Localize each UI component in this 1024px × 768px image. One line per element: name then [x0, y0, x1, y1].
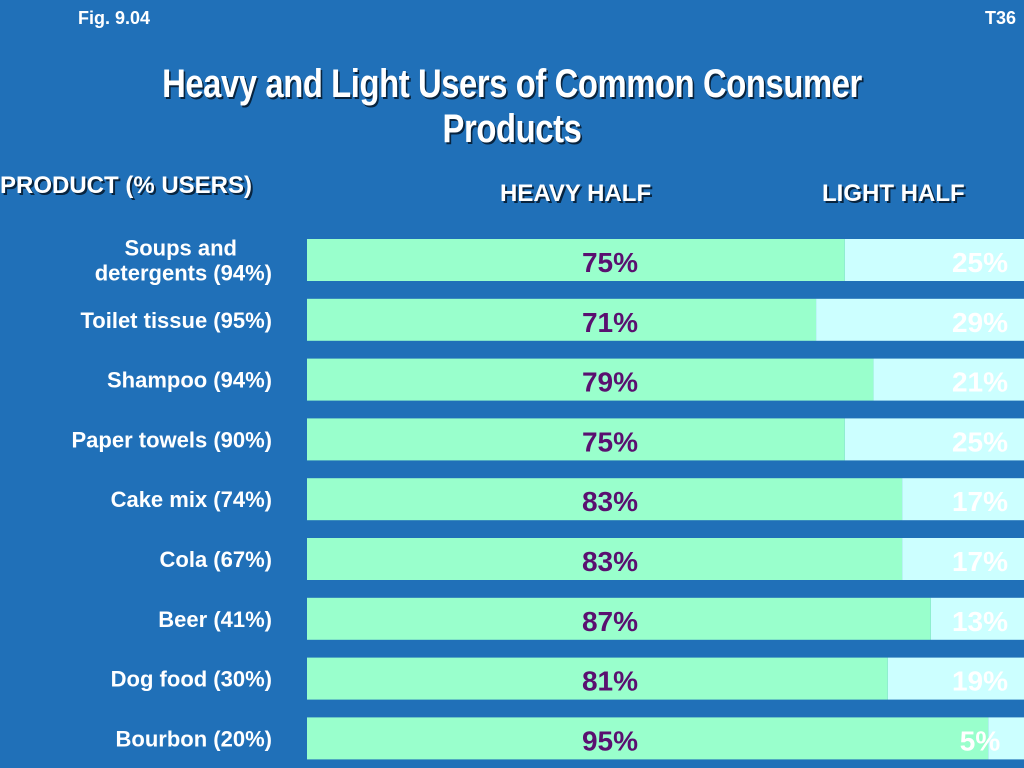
heavy-value-label: 83% [582, 546, 638, 577]
heavy-value-label: 79% [582, 367, 638, 398]
category-label: Toilet tissue (95%) [80, 308, 272, 333]
light-value-label: 17% [952, 546, 1008, 577]
heavy-value-label: 75% [582, 426, 638, 457]
light-value-label: 17% [952, 486, 1008, 517]
light-value-label: 29% [952, 307, 1008, 338]
light-half-bar [887, 657, 1024, 700]
heavy-half-header: HEAVY HALF [500, 180, 652, 207]
heavy-half-bar [307, 478, 903, 521]
category-label: Bourbon (20%) [116, 726, 272, 751]
product-column-header: PRODUCT (% USERS) [0, 172, 253, 199]
heavy-value-label: 87% [582, 606, 638, 637]
category-label: Shampoo (94%) [107, 368, 272, 393]
heavy-half-bar [307, 657, 888, 700]
category-label: Soups and detergents (94%) [95, 236, 272, 286]
light-value-label: 13% [952, 606, 1008, 637]
heavy-value-label: 81% [582, 666, 638, 697]
heavy-half-bar [307, 239, 845, 281]
chart-title: Heavy and Light Users of Common Consumer… [162, 62, 862, 151]
light-value-label: 19% [952, 666, 1008, 697]
light-value-label: 21% [952, 367, 1008, 398]
category-label: Beer (41%) [158, 607, 272, 632]
heavy-half-bar [307, 298, 817, 341]
category-label: Paper towels (90%) [71, 427, 272, 452]
heavy-value-label: 95% [582, 725, 638, 756]
heavy-half-bar [307, 717, 989, 760]
heavy-half-bar [307, 418, 845, 461]
heavy-value-label: 71% [582, 307, 638, 338]
light-half-bar [816, 298, 1024, 341]
light-half-bar [844, 418, 1024, 461]
light-half-bar [844, 239, 1024, 281]
heavy-value-label: 75% [582, 247, 638, 278]
category-label: Cake mix (74%) [111, 487, 272, 512]
light-value-label: 25% [952, 426, 1008, 457]
light-half-bar [902, 478, 1024, 521]
light-value-label: 25% [952, 247, 1008, 278]
light-half-bar [902, 538, 1024, 580]
slide-id: T36 [984, 8, 1016, 28]
figure-label: Fig. 9.04 [78, 8, 151, 28]
heavy-half-bar [307, 597, 931, 640]
category-label: Dog food (30%) [111, 667, 272, 692]
category-label: Cola (67%) [160, 547, 272, 572]
light-half-bar [873, 358, 1024, 401]
heavy-half-bar [307, 538, 903, 580]
light-half-header: LIGHT HALF [822, 180, 965, 207]
light-half-bar [930, 597, 1024, 640]
light-half-bar [988, 717, 1024, 760]
light-value-label: 5% [960, 725, 1001, 756]
heavy-half-bar [307, 358, 874, 401]
heavy-value-label: 83% [582, 486, 638, 517]
